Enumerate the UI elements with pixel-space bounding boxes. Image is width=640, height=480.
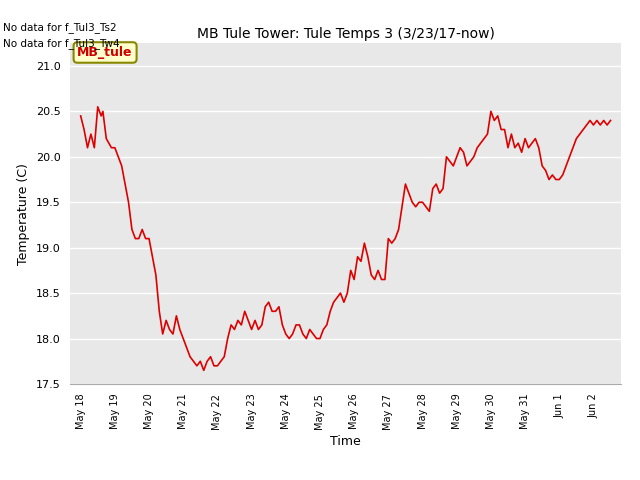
Y-axis label: Temperature (C): Temperature (C) xyxy=(17,163,30,264)
Text: No data for f_Tul3_Tw4: No data for f_Tul3_Tw4 xyxy=(3,38,120,49)
Text: MB_tule: MB_tule xyxy=(77,46,133,59)
X-axis label: Time: Time xyxy=(330,435,361,448)
Title: MB Tule Tower: Tule Temps 3 (3/23/17-now): MB Tule Tower: Tule Temps 3 (3/23/17-now… xyxy=(196,27,495,41)
Text: No data for f_Tul3_Ts2: No data for f_Tul3_Ts2 xyxy=(3,22,117,33)
